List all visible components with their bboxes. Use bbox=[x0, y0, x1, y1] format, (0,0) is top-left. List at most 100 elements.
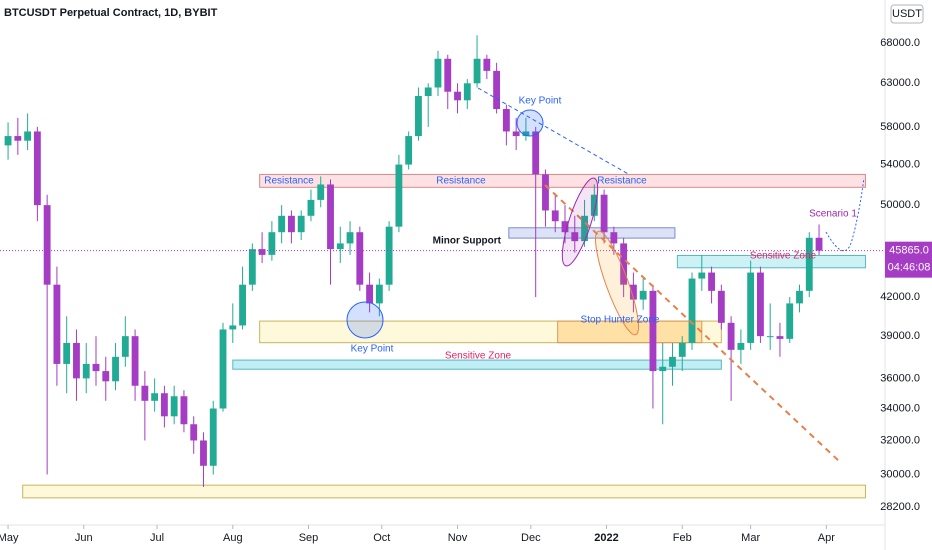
y-tick-label: 58000.0 bbox=[880, 121, 920, 133]
candle-body bbox=[248, 249, 256, 285]
candle-body bbox=[610, 232, 618, 244]
x-tick-label: Apr bbox=[818, 532, 835, 544]
y-tick-label: 30000.0 bbox=[880, 468, 920, 480]
candle-body bbox=[63, 342, 71, 364]
candle-body bbox=[502, 109, 510, 132]
x-tick-label: Jun bbox=[75, 532, 93, 544]
candle-body bbox=[346, 232, 354, 244]
candle-body bbox=[786, 303, 794, 339]
candle-body bbox=[581, 215, 588, 242]
candle-body bbox=[92, 363, 100, 372]
candle-body bbox=[366, 284, 374, 304]
candle-body bbox=[561, 221, 569, 233]
trend-line bbox=[544, 184, 841, 463]
y-tick-label: 34000.0 bbox=[880, 402, 920, 414]
key-point-circle bbox=[516, 109, 544, 137]
x-tick-label: Dec bbox=[521, 532, 541, 544]
x-tick-label: Jul bbox=[150, 532, 164, 544]
candle-body bbox=[53, 284, 61, 364]
candle-body bbox=[493, 70, 501, 110]
candle-body bbox=[112, 356, 119, 382]
zone-label: Resistance bbox=[597, 176, 647, 187]
annotation: Key Point bbox=[351, 344, 394, 355]
zone-label: Minor Support bbox=[433, 236, 502, 247]
candles bbox=[4, 35, 823, 487]
candle-body bbox=[239, 284, 246, 326]
candle-body bbox=[747, 272, 755, 343]
zone-label: Sensitive Zone bbox=[750, 251, 817, 262]
candle-body bbox=[102, 371, 110, 382]
candle-body bbox=[629, 284, 637, 300]
candle-body bbox=[375, 284, 383, 304]
zone bbox=[676, 254, 866, 269]
candle-body bbox=[307, 199, 315, 216]
candle-body bbox=[73, 342, 80, 379]
candle-body bbox=[141, 385, 149, 401]
candle-body bbox=[463, 83, 471, 101]
candle-body bbox=[522, 131, 530, 137]
candle-body bbox=[4, 136, 12, 146]
candle-body bbox=[424, 87, 432, 96]
zone bbox=[259, 173, 866, 188]
candle-body bbox=[571, 232, 579, 242]
candle-body bbox=[43, 205, 51, 285]
candle-body bbox=[395, 164, 403, 227]
ellipse bbox=[561, 177, 599, 267]
candle-body bbox=[708, 272, 715, 291]
candle-body bbox=[258, 249, 266, 255]
countdown: 04:46:08 bbox=[888, 262, 931, 274]
x-tick-label: Aug bbox=[223, 532, 243, 544]
candle-body bbox=[385, 226, 393, 285]
candle-body bbox=[33, 131, 41, 206]
currency[interactable]: USDT bbox=[892, 8, 922, 20]
candle-body bbox=[727, 322, 735, 350]
candle-body bbox=[268, 232, 276, 255]
candle-body bbox=[444, 58, 452, 92]
candle-body bbox=[678, 342, 686, 357]
candle-body bbox=[551, 210, 559, 222]
candle-body bbox=[805, 237, 813, 291]
zone-label: Sensitive Zone bbox=[445, 351, 512, 362]
candle-body bbox=[454, 91, 461, 101]
candle-body bbox=[542, 174, 549, 211]
candle-body bbox=[151, 393, 159, 401]
zones bbox=[22, 173, 866, 499]
candle-body bbox=[82, 363, 90, 379]
candle-body bbox=[649, 290, 657, 372]
candle-body bbox=[24, 131, 32, 141]
y-tick-label: 28200.0 bbox=[880, 501, 920, 513]
candle-body bbox=[698, 272, 706, 279]
zone-label: Resistance bbox=[264, 176, 314, 187]
candle-body bbox=[688, 278, 696, 343]
trend-line bbox=[477, 87, 631, 176]
y-tick-label: 42000.0 bbox=[880, 291, 920, 303]
candle-body bbox=[14, 136, 22, 141]
candle-body bbox=[219, 329, 227, 409]
candle-body bbox=[405, 136, 413, 165]
annotation: Key Point bbox=[519, 96, 562, 107]
zone bbox=[22, 484, 866, 499]
currency-box[interactable] bbox=[890, 4, 924, 24]
candle-body bbox=[796, 290, 803, 304]
candle-body bbox=[639, 290, 647, 300]
candle-body bbox=[415, 95, 422, 137]
candle-body bbox=[287, 215, 295, 233]
x-tick-label: 2022 bbox=[594, 532, 618, 544]
candle-body bbox=[160, 393, 168, 417]
y-tick-label: 36000.0 bbox=[880, 372, 920, 384]
candle-body bbox=[278, 215, 286, 233]
candle-body bbox=[180, 396, 188, 425]
candle-body bbox=[131, 336, 139, 386]
y-tick-label: 63000.0 bbox=[880, 77, 920, 89]
candle-body bbox=[200, 440, 207, 466]
candle-body bbox=[327, 184, 334, 250]
axes: 28200.0 30000.0 32000.0 34000.0 36000.0 39000… bbox=[0, 37, 920, 544]
candle-body bbox=[317, 184, 325, 200]
annotation: Scenario 1 bbox=[809, 209, 857, 220]
x-tick-label: Sep bbox=[299, 532, 319, 544]
y-tick-label: 39000.0 bbox=[880, 330, 920, 342]
candle-body bbox=[737, 342, 745, 350]
x-tick-label: May bbox=[0, 532, 19, 544]
candle-body bbox=[483, 58, 491, 71]
